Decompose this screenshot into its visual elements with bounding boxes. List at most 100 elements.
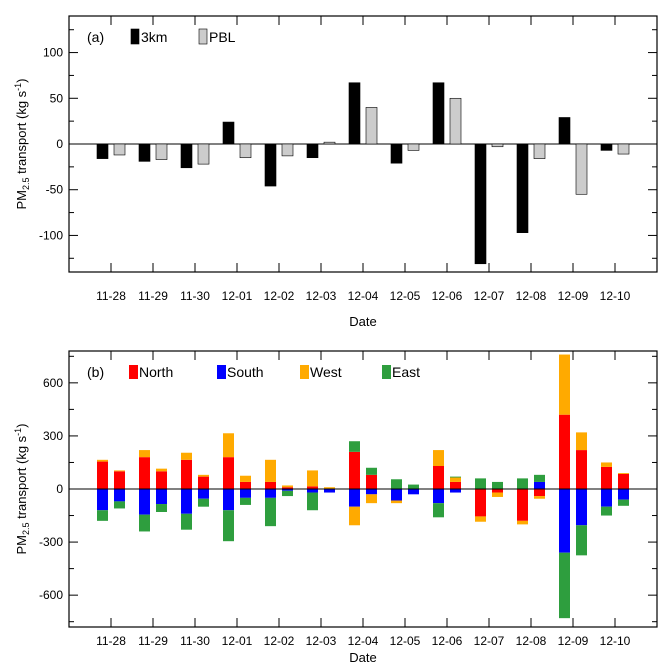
bar-PBL-12-03: [323, 141, 336, 145]
bar-PBL-West-12-10: [618, 473, 629, 474]
x-tick-label: 12-05: [390, 634, 421, 648]
bar-3km-East-neg-12-01: [223, 510, 234, 542]
bar-3km-West-12-06: [433, 450, 444, 466]
bar-3km-South-neg-12-05: [391, 489, 402, 501]
bar-3km-West-12-09: [559, 354, 570, 415]
bar-PBL-South-neg-12-03: [324, 489, 335, 493]
x-tick-label: 11-29: [138, 289, 168, 303]
bar-PBL-12-08: [533, 143, 546, 159]
bar-3km-East-neg-11-30: [181, 513, 192, 530]
y-axis-title: PM2.5 transport (kg s-1): [13, 423, 31, 554]
bar-PBL-North-neg-12-08: [534, 489, 545, 497]
bar-PBL-North-12-06: [450, 481, 461, 489]
bar-3km-West-12-03: [307, 470, 318, 487]
bar-3km-East-12-07: [475, 478, 486, 489]
legend-label-PBL: PBL: [209, 29, 236, 45]
bar-3km-North-12-03: [307, 486, 318, 489]
bar-PBL-West-11-28: [114, 470, 125, 472]
x-tick-label: 12-04: [348, 634, 379, 648]
bar-PBL-South-neg-12-02: [282, 489, 293, 491]
bar-PBL-North-11-29: [156, 471, 167, 489]
bar-PBL-East-neg-11-28: [114, 501, 125, 509]
bar-PBL-North-11-30: [198, 476, 209, 489]
panel-0: -100 -50 0 50 100 11-28 11-29 11-30 12-01 12-02 12…: [13, 15, 658, 329]
x-tick-label: 12-09: [558, 634, 589, 648]
bar-PBL-12-05: [407, 143, 420, 151]
bar-3km-West-12-01: [223, 433, 234, 458]
bar-PBL-South-neg-11-28: [114, 489, 125, 502]
bar-PBL-East-12-07: [492, 481, 503, 489]
legend-swatch-3km: [130, 28, 140, 45]
bar-PBL-West-11-29: [156, 468, 167, 472]
bar-PBL-East-12-05: [408, 484, 419, 489]
x-tick-label: 12-04: [348, 289, 379, 303]
bar-3km-East-neg-11-28: [97, 510, 108, 521]
legend-swatch-West: [300, 365, 309, 379]
bar-3km-12-08: [516, 143, 529, 233]
bar-PBL-East-12-08: [534, 474, 545, 482]
bar-PBL-12-04: [365, 107, 378, 145]
bar-PBL-West-12-01: [240, 475, 251, 482]
bar-3km-West-12-10: [601, 462, 612, 467]
bar-3km-12-06: [432, 82, 445, 145]
bar-3km-South-neg-12-02: [265, 489, 276, 498]
x-tick-label: 12-03: [306, 634, 337, 648]
bar-3km-East-neg-11-29: [139, 514, 150, 532]
y-tick-label: 600: [43, 376, 63, 390]
bar-3km-South-neg-12-10: [601, 489, 612, 507]
bar-PBL-South-neg-12-06: [450, 489, 461, 493]
bar-3km-East-neg-12-09: [559, 552, 570, 619]
bar-3km-11-28: [96, 143, 109, 159]
bar-PBL-East-neg-12-10: [618, 499, 629, 506]
legend-label-East: East: [392, 364, 420, 380]
bar-3km-11-30: [180, 143, 193, 169]
x-tick-label: 12-07: [474, 289, 505, 303]
x-tick-label: 12-02: [264, 289, 295, 303]
bar-PBL-South-neg-12-04: [366, 489, 377, 495]
bar-3km-12-03: [306, 143, 319, 159]
bar-3km-East-neg-12-03: [307, 492, 318, 511]
x-tick-label: 12-10: [600, 634, 631, 648]
bar-PBL-North-12-10: [618, 473, 629, 489]
legend-swatch-PBL: [198, 28, 208, 45]
bar-3km-West-neg-12-05: [391, 500, 402, 504]
bar-3km-South-neg-12-01: [223, 489, 234, 511]
y-tick-label: -100: [39, 228, 63, 242]
bar-PBL-11-28: [113, 143, 126, 156]
bar-3km-12-01: [222, 121, 235, 145]
bar-3km-South-neg-11-30: [181, 489, 192, 514]
x-tick-label: 11-28: [96, 634, 126, 648]
bar-PBL-12-02: [281, 143, 294, 157]
bar-PBL-South-neg-11-29: [156, 489, 167, 505]
y-tick-label: 300: [43, 429, 63, 443]
bar-3km-12-05: [390, 143, 403, 164]
bar-3km-12-07: [474, 143, 487, 265]
x-tick-label: 12-05: [390, 289, 421, 303]
bar-PBL-East-12-06: [450, 476, 461, 478]
bar-PBL-South-neg-12-01: [240, 489, 251, 498]
bar-3km-North-11-29: [139, 457, 150, 489]
bar-PBL-South-12-08: [534, 481, 545, 489]
bar-3km-East-neg-12-06: [433, 503, 444, 518]
bar-PBL-West-12-06: [450, 477, 461, 482]
bar-PBL-North-12-04: [366, 474, 377, 489]
x-tick-label: 12-07: [474, 634, 505, 648]
bar-3km-12-04: [348, 82, 361, 145]
legend-swatch-East: [382, 365, 391, 379]
bar-PBL-North-11-28: [114, 471, 125, 489]
bar-PBL-South-neg-12-09: [576, 489, 587, 526]
bar-3km-South-neg-12-06: [433, 489, 444, 504]
bar-3km-12-09: [558, 117, 571, 145]
bar-PBL-South-neg-12-05: [408, 489, 419, 495]
y-tick-label: -300: [39, 535, 63, 549]
bar-3km-12-10: [600, 143, 613, 151]
legend-label-3km: 3km: [141, 29, 167, 45]
bar-3km-South-neg-11-29: [139, 489, 150, 515]
x-tick-label: 12-01: [222, 289, 253, 303]
bar-3km-North-neg-12-08: [517, 489, 528, 521]
bar-PBL-12-01: [239, 143, 252, 159]
legend-swatch-South: [217, 365, 226, 379]
bar-PBL-West-neg-12-08: [534, 496, 545, 499]
y-axis-title: PM2.5 transport (kg s-1): [13, 78, 31, 209]
bar-3km-North-11-30: [181, 459, 192, 489]
